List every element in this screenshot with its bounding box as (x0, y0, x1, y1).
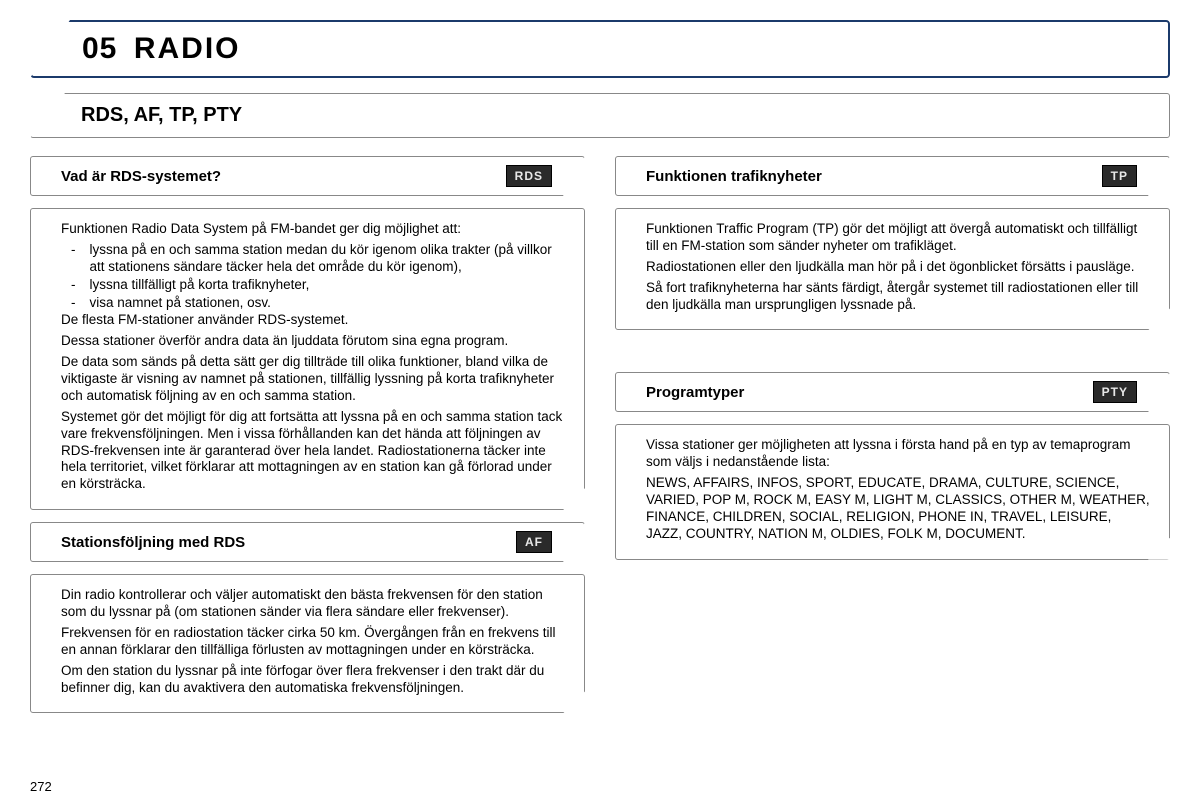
right-column: Funktionen trafiknyheter TP Funktionen T… (615, 156, 1170, 713)
chapter-title-bar: 05 RADIO (30, 20, 1170, 78)
left-column: Vad är RDS-systemet? RDS Funktionen Radi… (30, 156, 585, 713)
tp-badge: TP (1102, 165, 1137, 187)
content-columns: Vad är RDS-systemet? RDS Funktionen Radi… (30, 156, 1170, 713)
tp-para: Funktionen Traffic Program (TP) gör det … (646, 221, 1151, 255)
af-para: Om den station du lyssnar på inte förfog… (61, 663, 566, 697)
page-number: 272 (30, 779, 52, 794)
rds-intro: Funktionen Radio Data System på FM-bande… (61, 221, 566, 238)
pty-heading-box: Programtyper PTY (615, 372, 1170, 412)
tp-para: Radiostationen eller den ljudkälla man h… (646, 259, 1151, 276)
af-para: Din radio kontrollerar och väljer automa… (61, 587, 566, 621)
rds-bullet: -lyssna tillfälligt på korta trafiknyhet… (71, 277, 566, 294)
rds-heading: Vad är RDS-systemet? (61, 168, 221, 185)
chapter-title: RADIO (134, 32, 241, 65)
dash-icon: - (71, 242, 76, 276)
pty-intro: Vissa stationer ger möjligheten att lyss… (646, 437, 1151, 471)
af-heading: Stationsföljning med RDS (61, 534, 245, 551)
section-subtitle: RDS, AF, TP, PTY (81, 104, 242, 126)
rds-para: Systemet gör det möjligt för dig att for… (61, 409, 566, 493)
rds-bullet-text: lyssna på en och samma station medan du … (90, 242, 567, 276)
rds-heading-box: Vad är RDS-systemet? RDS (30, 156, 585, 196)
rds-bullet-text: lyssna tillfälligt på korta trafiknyhete… (90, 277, 567, 294)
dash-icon: - (71, 295, 76, 312)
tp-para: Så fort trafiknyheterna har sänts färdig… (646, 280, 1151, 314)
af-para: Frekvensen för en radiostation täcker ci… (61, 625, 566, 659)
spacer (615, 342, 1170, 360)
rds-bullet-text: visa namnet på stationen, osv. (90, 295, 567, 312)
rds-badge: RDS (506, 165, 552, 187)
rds-para: De flesta FM-stationer använder RDS-syst… (61, 312, 566, 329)
pty-list: NEWS, AFFAIRS, INFOS, SPORT, EDUCATE, DR… (646, 475, 1151, 543)
rds-para: Dessa stationer överför andra data än lj… (61, 333, 566, 350)
pty-badge: PTY (1093, 381, 1137, 403)
rds-bullet: -visa namnet på stationen, osv. (71, 295, 566, 312)
chapter-number: 05 (82, 32, 117, 65)
section-subtitle-bar: RDS, AF, TP, PTY (30, 93, 1170, 138)
rds-bullet: -lyssna på en och samma station medan du… (71, 242, 566, 276)
dash-icon: - (71, 277, 76, 294)
rds-body: Funktionen Radio Data System på FM-bande… (30, 208, 585, 510)
tp-heading-box: Funktionen trafiknyheter TP (615, 156, 1170, 196)
rds-para: De data som sänds på detta sätt ger dig … (61, 354, 566, 405)
pty-heading: Programtyper (646, 384, 744, 401)
af-body: Din radio kontrollerar och väljer automa… (30, 574, 585, 713)
pty-body: Vissa stationer ger möjligheten att lyss… (615, 424, 1170, 559)
af-heading-box: Stationsföljning med RDS AF (30, 522, 585, 562)
af-badge: AF (516, 531, 552, 553)
tp-body: Funktionen Traffic Program (TP) gör det … (615, 208, 1170, 330)
tp-heading: Funktionen trafiknyheter (646, 168, 822, 185)
